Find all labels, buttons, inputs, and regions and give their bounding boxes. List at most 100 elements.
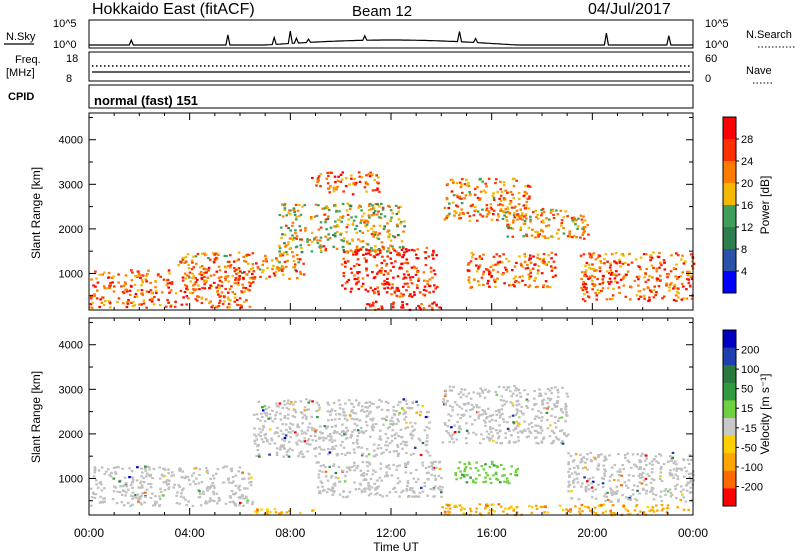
velocity-cell [180, 492, 183, 495]
power-cell [619, 278, 623, 281]
power-cell [373, 291, 377, 294]
power-cell [358, 230, 362, 233]
power-cell [344, 261, 347, 265]
velocity-cell [401, 489, 405, 492]
power-cell [611, 297, 614, 300]
velocity-cell [393, 486, 397, 489]
power-cell [316, 242, 320, 245]
power-cell [368, 303, 371, 306]
power-cell [454, 210, 457, 213]
velocity-cell [318, 446, 321, 449]
power-cell [130, 301, 133, 304]
velocity-cell [635, 465, 639, 468]
velocity-cell [572, 459, 576, 462]
power-cell [453, 214, 456, 217]
power-cell [515, 279, 518, 283]
power-cell [638, 275, 641, 278]
power-cell [109, 284, 112, 287]
power-cell [386, 277, 389, 280]
power-cell [464, 194, 468, 197]
power-cell [227, 291, 230, 294]
velocity-cell [373, 482, 376, 485]
power-cell [571, 236, 574, 239]
velocity-cell [676, 506, 679, 509]
velocity-cell [497, 503, 501, 506]
power-cell [524, 283, 527, 287]
power-cell [643, 276, 646, 279]
velocity-cell [270, 439, 274, 442]
velocity-cell [267, 406, 271, 409]
power-cell [341, 284, 344, 287]
power-cell [522, 204, 526, 207]
velocity-cell [519, 410, 522, 413]
power-cell [204, 279, 208, 282]
velocity-cell [500, 441, 503, 445]
power-cell [354, 215, 358, 218]
velocity-cell [463, 470, 466, 473]
power-cell [486, 213, 490, 216]
velocity-cell [668, 472, 672, 475]
power-cell [373, 248, 376, 251]
power-cell [399, 292, 403, 295]
power-cell [529, 275, 533, 278]
power-cell [396, 253, 399, 256]
velocity-cell [487, 437, 491, 440]
velocity-cell [256, 508, 259, 511]
power-cell [548, 218, 551, 221]
power-cell [181, 276, 185, 279]
velocity-cell [648, 462, 652, 465]
velocity-cell [306, 450, 309, 453]
velocity-cell [526, 393, 529, 396]
velocity-cell [618, 468, 622, 471]
velocity-cell [665, 511, 669, 514]
power-cell [387, 272, 390, 275]
velocity-cell [296, 423, 300, 426]
power-cell [376, 203, 379, 206]
velocity-cell [540, 419, 544, 422]
power-cell [377, 293, 380, 296]
power-cell [354, 183, 357, 186]
power-cell [285, 251, 288, 254]
velocity-cell [406, 480, 410, 483]
power-cell [123, 281, 127, 284]
velocity-cell [378, 398, 381, 401]
velocity-cell [361, 452, 365, 455]
velocity-cell [478, 406, 481, 409]
power-cell [429, 270, 433, 273]
power-cell [520, 264, 523, 267]
velocity-cell [419, 453, 423, 457]
velocity-cell [461, 506, 464, 509]
velocity-cell [626, 509, 630, 512]
power-cell [372, 235, 375, 238]
velocity-cell [99, 495, 102, 498]
velocity-cell [385, 474, 389, 477]
power-cell [420, 303, 423, 306]
power-cell [487, 279, 490, 282]
velocity-cell [460, 407, 464, 410]
velocity-cell [318, 469, 321, 472]
power-cell [553, 266, 557, 269]
velocity-cell [535, 507, 539, 510]
power-cell [191, 276, 194, 280]
power-cell [241, 283, 244, 286]
power-cell [303, 204, 307, 207]
velocity-cell [390, 474, 394, 477]
velocity-cell [679, 498, 682, 502]
power-cell [659, 261, 662, 264]
velocity-cell [433, 474, 437, 477]
velocity-cell [513, 385, 516, 388]
velocity-cell [334, 476, 338, 479]
power-cell [340, 263, 344, 266]
power-cell [502, 211, 505, 214]
power-cell [494, 285, 497, 288]
velocity-cell [291, 449, 294, 452]
velocity-cell [623, 454, 627, 457]
velocity-cell [587, 488, 591, 491]
nave-label: Nave [746, 65, 772, 77]
power-cell [411, 276, 415, 279]
velocity-cell [645, 489, 648, 492]
power-cell [383, 225, 386, 228]
velocity-cell [380, 452, 383, 455]
velocity-x-ticks [88, 318, 694, 515]
power-cell [376, 187, 379, 190]
